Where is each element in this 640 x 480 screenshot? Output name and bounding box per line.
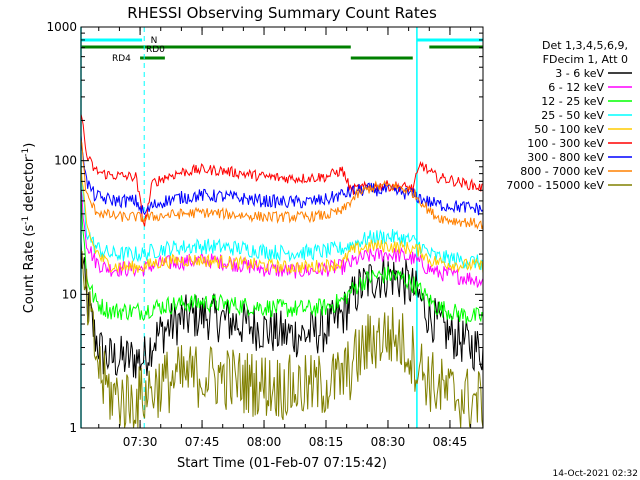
- y-axis-label-main: Count Rate (s: [22, 225, 37, 314]
- series-line-8: [80, 138, 484, 230]
- legend-label: 50 - 100 keV: [534, 123, 604, 136]
- series-line-7: [80, 135, 484, 216]
- legend-label: 12 - 25 keV: [541, 95, 604, 108]
- series-line-5: [80, 165, 484, 274]
- legend: Det 1,3,4,5,6,9,FDecim 1, Att 03 - 6 keV…: [506, 39, 632, 192]
- plot-series: [80, 114, 484, 429]
- y-tick-label: 100: [54, 154, 77, 168]
- y-axis-label-sup1: -1: [21, 216, 31, 225]
- flag-label-rd4: RD4: [112, 54, 131, 64]
- y-axis-label-end: ): [22, 143, 37, 148]
- chart-title: RHESSI Observing Summary Count Rates: [127, 4, 437, 22]
- y-tick-label: 1000: [46, 20, 77, 34]
- flag-label-rd0: RD0: [146, 45, 165, 55]
- legend-label: 25 - 50 keV: [541, 109, 604, 122]
- x-tick-label: 08:00: [247, 435, 282, 449]
- series-line-9: [80, 249, 484, 429]
- x-tick-label: 08:45: [433, 435, 468, 449]
- series-line-4: [80, 172, 484, 271]
- series-line-6: [80, 114, 484, 227]
- legend-header-line: FDecim 1, Att 0: [543, 53, 628, 66]
- y-axis-label: Count Rate (s-1 detector-1): [21, 143, 37, 314]
- plot-frame: [80, 26, 484, 429]
- x-tick-label: 07:30: [123, 435, 158, 449]
- y-tick-label: 10: [62, 287, 77, 301]
- x-tick-label: 07:45: [185, 435, 220, 449]
- legend-label: 300 - 800 keV: [527, 151, 604, 164]
- axes: 1 10 100 1000 07:30 07:45 08:00 08:15 08:30 08:45: [46, 20, 483, 449]
- timestamp: 14-Oct-2021 02:32: [553, 469, 638, 479]
- x-tick-label: 08:30: [371, 435, 406, 449]
- x-axis-label: Start Time (01-Feb-07 07:15:42): [177, 456, 387, 471]
- legend-label: 3 - 6 keV: [555, 67, 604, 80]
- y-axis-label-sup2: -1: [21, 148, 31, 157]
- flag-label-n: N: [151, 36, 158, 46]
- x-tick-label: 08:15: [309, 435, 344, 449]
- legend-label: 800 - 7000 keV: [520, 165, 604, 178]
- legend-label: 100 - 300 keV: [527, 137, 604, 150]
- legend-label: 7000 - 15000 keV: [506, 179, 604, 192]
- y-tick-label: 1: [69, 421, 77, 435]
- legend-label: 6 - 12 keV: [548, 81, 604, 94]
- series-line-1: [80, 241, 484, 379]
- legend-header-line: Det 1,3,4,5,6,9,: [542, 39, 628, 52]
- series-line-3: [80, 194, 484, 324]
- y-axis-label-mid: detector: [22, 156, 37, 216]
